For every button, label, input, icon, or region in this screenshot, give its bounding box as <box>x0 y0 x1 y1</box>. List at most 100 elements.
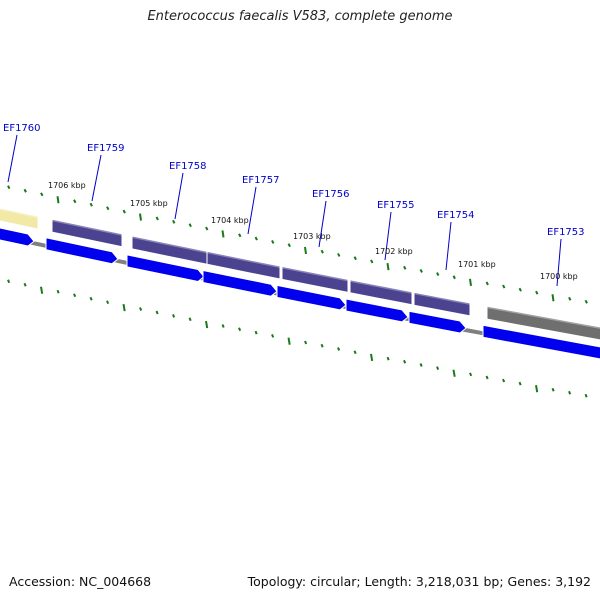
tick-mark-inner <box>568 296 572 301</box>
tick-mark-inner <box>419 269 423 273</box>
tick-mark-outer <box>172 313 176 318</box>
gene-label: EF1754 <box>437 210 475 221</box>
tick-mark-outer <box>485 375 489 380</box>
tick-mark-outer <box>89 296 93 301</box>
tick-mark-outer <box>122 303 126 312</box>
gene-leader-line <box>91 154 102 202</box>
tick-mark-outer <box>238 327 242 332</box>
tick-mark-inner <box>56 196 60 204</box>
gene-block-highlight <box>206 251 281 268</box>
tick-layer <box>7 185 588 398</box>
gene-label: EF1758 <box>169 161 207 172</box>
cds-arrow <box>202 269 278 297</box>
tick-mark-inner <box>287 243 291 248</box>
gene-leader-line <box>384 211 392 261</box>
tick-mark-outer <box>568 390 572 395</box>
tick-mark-inner <box>535 290 539 295</box>
tick-mark-outer <box>254 330 258 335</box>
gene-block <box>486 305 600 341</box>
gene-block-highlight <box>486 306 600 329</box>
gene-leader-line <box>445 221 452 271</box>
tick-mark-inner <box>502 284 506 289</box>
gene-block <box>349 279 413 306</box>
tick-mark-inner <box>320 249 324 254</box>
cds-arrow <box>345 298 409 323</box>
kbp-label: 1706 kbp <box>48 181 86 190</box>
tick-mark-inner <box>469 278 472 287</box>
tick-mark-outer <box>502 378 506 383</box>
kbp-label: 1703 kbp <box>293 232 331 241</box>
tick-mark-outer <box>205 320 209 329</box>
gene-block <box>206 250 281 280</box>
cds-arrow <box>408 310 467 334</box>
tick-mark-outer <box>386 356 390 361</box>
map-title: Enterococcus faecalis V583, complete gen… <box>147 9 453 24</box>
label-layer: EF1760 EF1759 EF1758 EF1757 EF1756 EF1755 EF17… <box>3 123 585 287</box>
tick-mark-outer <box>40 286 44 294</box>
tick-mark-outer <box>73 293 77 298</box>
tick-mark-outer <box>23 282 27 287</box>
tick-mark-outer <box>518 381 522 386</box>
cds-arrow-layer <box>0 227 600 360</box>
gene-label: EF1757 <box>242 175 280 186</box>
gene-label: EF1760 <box>3 123 41 134</box>
tick-mark-inner <box>271 239 275 244</box>
gene-label: EF1756 <box>312 189 350 200</box>
tick-mark-inner <box>403 265 407 270</box>
gene-label: EF1753 <box>547 227 585 238</box>
tick-mark-outer <box>353 350 357 355</box>
gene-block-highlight <box>349 279 413 294</box>
gene-leader-line <box>7 134 18 183</box>
tick-mark-inner <box>485 281 489 286</box>
tick-mark-inner <box>370 259 374 264</box>
tick-mark-inner <box>205 226 209 231</box>
gene-block-highlight <box>51 219 123 236</box>
cds-arrow <box>276 284 347 311</box>
tick-mark-inner <box>452 275 456 280</box>
tick-mark-outer <box>584 393 588 398</box>
tick-mark-outer <box>337 347 341 351</box>
gene-block-highlight <box>131 235 208 254</box>
tick-mark-outer <box>535 385 539 393</box>
tick-mark-inner <box>221 230 225 238</box>
gene-leader-line <box>247 186 257 235</box>
gene-block-highlight <box>281 266 349 282</box>
tick-mark-inner <box>7 185 11 190</box>
tick-mark-inner <box>73 199 77 204</box>
gene-block-highlight <box>0 207 39 219</box>
genome-summary-text: Topology: circular; Length: 3,218,031 bp… <box>247 574 591 589</box>
tick-mark-inner <box>238 233 242 238</box>
kbp-label: 1701 kbp <box>458 260 496 269</box>
tick-mark-inner <box>106 206 110 211</box>
tick-mark-inner <box>584 299 588 304</box>
tick-mark-inner <box>89 202 93 207</box>
tick-mark-outer <box>551 387 555 392</box>
tick-mark-inner <box>337 253 341 257</box>
tick-mark-inner <box>122 209 126 214</box>
gene-block-highlight <box>413 292 471 305</box>
tick-mark-outer <box>56 289 60 294</box>
gene-block <box>281 265 349 294</box>
gene-leader-line <box>556 238 562 287</box>
tick-mark-inner <box>172 219 176 224</box>
tick-mark-inner <box>188 223 192 228</box>
tick-mark-inner <box>436 272 440 277</box>
tick-mark-outer <box>139 307 143 311</box>
gene-block <box>51 218 123 248</box>
cds-arrow <box>45 237 119 265</box>
cds-arrow <box>0 227 35 247</box>
gene-label: EF1755 <box>377 200 415 211</box>
tick-mark-inner <box>353 256 357 261</box>
cds-arrow <box>482 324 600 360</box>
gene-block-layer <box>0 207 600 341</box>
tick-mark-outer <box>469 372 473 377</box>
tick-mark-inner <box>551 294 555 302</box>
gene-block <box>413 291 471 317</box>
cds-arrow <box>126 254 205 283</box>
gene-leader-line <box>174 172 184 220</box>
tick-mark-outer <box>221 324 225 328</box>
tick-mark-outer <box>419 363 423 367</box>
tick-mark-inner <box>386 262 390 271</box>
kbp-label: 1702 kbp <box>375 247 413 256</box>
